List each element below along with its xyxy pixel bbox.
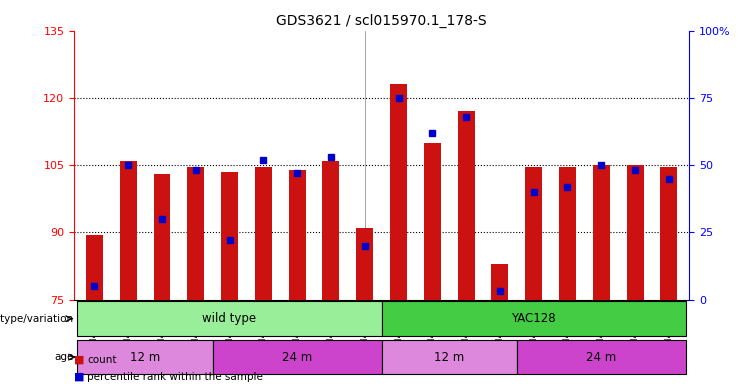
Bar <box>525 167 542 300</box>
Text: YAC128: YAC128 <box>511 312 556 325</box>
Bar <box>424 143 441 300</box>
Bar <box>390 84 407 300</box>
FancyBboxPatch shape <box>516 340 685 374</box>
Text: 12 m: 12 m <box>434 351 465 364</box>
FancyBboxPatch shape <box>213 340 382 374</box>
Text: count: count <box>87 355 117 365</box>
Bar <box>356 228 373 300</box>
Bar <box>86 235 103 300</box>
FancyBboxPatch shape <box>382 301 685 336</box>
Text: wild type: wild type <box>202 312 256 325</box>
Bar <box>627 165 643 300</box>
Bar <box>187 167 205 300</box>
Text: age: age <box>54 352 73 362</box>
Text: ■: ■ <box>74 372 84 382</box>
Text: ■: ■ <box>74 355 84 365</box>
Text: 24 m: 24 m <box>282 351 312 364</box>
Bar <box>593 165 610 300</box>
Text: 12 m: 12 m <box>130 351 160 364</box>
Bar <box>322 161 339 300</box>
Title: GDS3621 / scl015970.1_178-S: GDS3621 / scl015970.1_178-S <box>276 14 487 28</box>
Bar <box>559 167 576 300</box>
Text: percentile rank within the sample: percentile rank within the sample <box>87 372 263 382</box>
Bar <box>458 111 474 300</box>
FancyBboxPatch shape <box>78 301 382 336</box>
Text: 24 m: 24 m <box>586 351 617 364</box>
Bar <box>153 174 170 300</box>
FancyBboxPatch shape <box>78 340 213 374</box>
Bar <box>255 167 272 300</box>
FancyBboxPatch shape <box>382 340 516 374</box>
Bar <box>660 167 677 300</box>
Bar <box>221 172 238 300</box>
Bar <box>289 170 305 300</box>
Text: genotype/variation: genotype/variation <box>0 314 73 324</box>
Bar <box>491 264 508 300</box>
Bar <box>120 161 136 300</box>
